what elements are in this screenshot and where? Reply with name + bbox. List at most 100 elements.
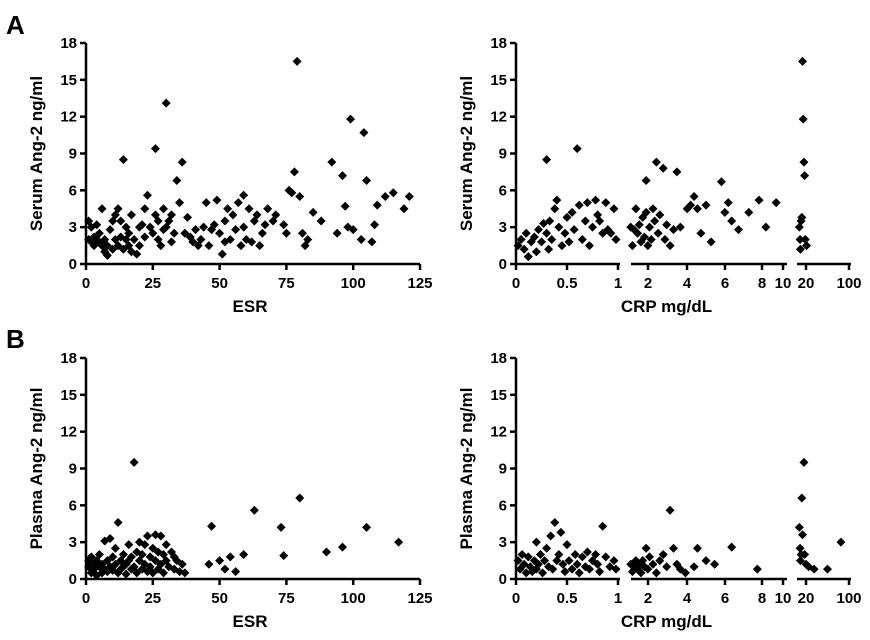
data-point: [689, 562, 699, 572]
y-tick-label: 9: [69, 146, 77, 163]
data-point: [257, 228, 267, 238]
data-point: [582, 547, 592, 557]
data-point: [660, 234, 670, 244]
data-point: [545, 216, 555, 226]
data-point: [148, 568, 158, 578]
data-point: [281, 228, 291, 238]
data-point: [723, 198, 733, 208]
data-point: [156, 559, 166, 569]
data-point: [560, 228, 570, 238]
data-point: [554, 549, 564, 559]
data-point: [233, 198, 243, 208]
data-point: [533, 225, 543, 235]
data-point: [591, 549, 601, 559]
data-point: [809, 564, 819, 574]
y-tick-label: 12: [60, 424, 77, 441]
data-point: [124, 228, 134, 238]
data-point: [271, 210, 281, 220]
x-tick-label: 0: [82, 275, 90, 292]
data-point: [655, 210, 665, 220]
data-point: [370, 220, 380, 230]
data-point: [134, 241, 144, 251]
data-point: [567, 564, 577, 574]
data-point: [177, 157, 187, 167]
data-point: [584, 564, 594, 574]
x-tick-label: 2: [644, 275, 652, 292]
data-point: [110, 543, 120, 553]
data-point: [668, 543, 678, 553]
x-tick-label: 6: [721, 275, 729, 292]
y-tick-label: 3: [499, 534, 507, 551]
data-point: [231, 225, 241, 235]
data-point: [611, 564, 621, 574]
data-point: [550, 204, 560, 214]
data-point: [716, 177, 726, 187]
data-point: [289, 167, 299, 177]
data-point: [744, 207, 754, 217]
y-tick-label: 15: [60, 72, 77, 89]
x-tick-label: 50: [211, 590, 228, 607]
data-point: [798, 114, 808, 124]
data-point: [279, 220, 289, 230]
data-point: [156, 531, 166, 541]
data-point: [94, 228, 104, 238]
data-point: [137, 549, 147, 559]
data-point: [672, 167, 682, 177]
data-point: [567, 207, 577, 217]
x-tick-label: 8: [758, 590, 766, 607]
data-point: [794, 522, 804, 532]
data-point: [634, 220, 644, 230]
data-point: [220, 216, 230, 226]
data-point: [802, 241, 812, 251]
data-point: [231, 567, 241, 577]
data-point: [675, 222, 685, 232]
data-point: [126, 552, 136, 562]
data-point: [531, 537, 541, 547]
data-point: [321, 547, 331, 557]
data-point: [521, 228, 531, 238]
data-point: [263, 204, 273, 214]
data-point: [362, 522, 372, 532]
x-tick-label: 20: [798, 590, 815, 607]
data-point: [554, 222, 564, 232]
data-point: [655, 556, 665, 566]
data-point: [648, 559, 658, 569]
data-point: [800, 549, 810, 559]
data-point: [701, 556, 711, 566]
data-point: [204, 241, 214, 251]
y-tick-label: 15: [60, 387, 77, 404]
data-point: [204, 559, 214, 569]
data-point: [519, 244, 529, 254]
data-point: [399, 204, 409, 214]
data-point: [795, 556, 805, 566]
x-tick-label: 4: [683, 590, 692, 607]
y-axis-label: Serum Ang-2 ng/ml: [27, 76, 46, 231]
data-point: [521, 568, 531, 578]
data-point: [761, 222, 771, 232]
data-point: [297, 228, 307, 238]
data-point: [346, 114, 356, 124]
y-tick-label: 18: [490, 350, 507, 367]
data-point: [145, 552, 155, 562]
data-point: [215, 228, 225, 238]
data-point: [113, 204, 123, 214]
data-point: [249, 505, 259, 515]
x-tick-label: 2: [644, 590, 652, 607]
data-point: [108, 244, 118, 254]
data-point: [591, 195, 601, 205]
data-point: [338, 171, 348, 181]
data-point: [156, 241, 166, 251]
x-tick-label: 75: [278, 275, 295, 292]
data-point: [113, 241, 123, 251]
data-point: [668, 225, 678, 235]
data-point: [645, 552, 655, 562]
data-point: [609, 204, 619, 214]
data-point: [542, 543, 552, 553]
data-point: [380, 191, 390, 201]
data-point: [641, 176, 651, 186]
data-point: [129, 457, 139, 467]
data-point: [636, 568, 646, 578]
data-point: [797, 212, 807, 222]
data-point: [595, 567, 605, 577]
